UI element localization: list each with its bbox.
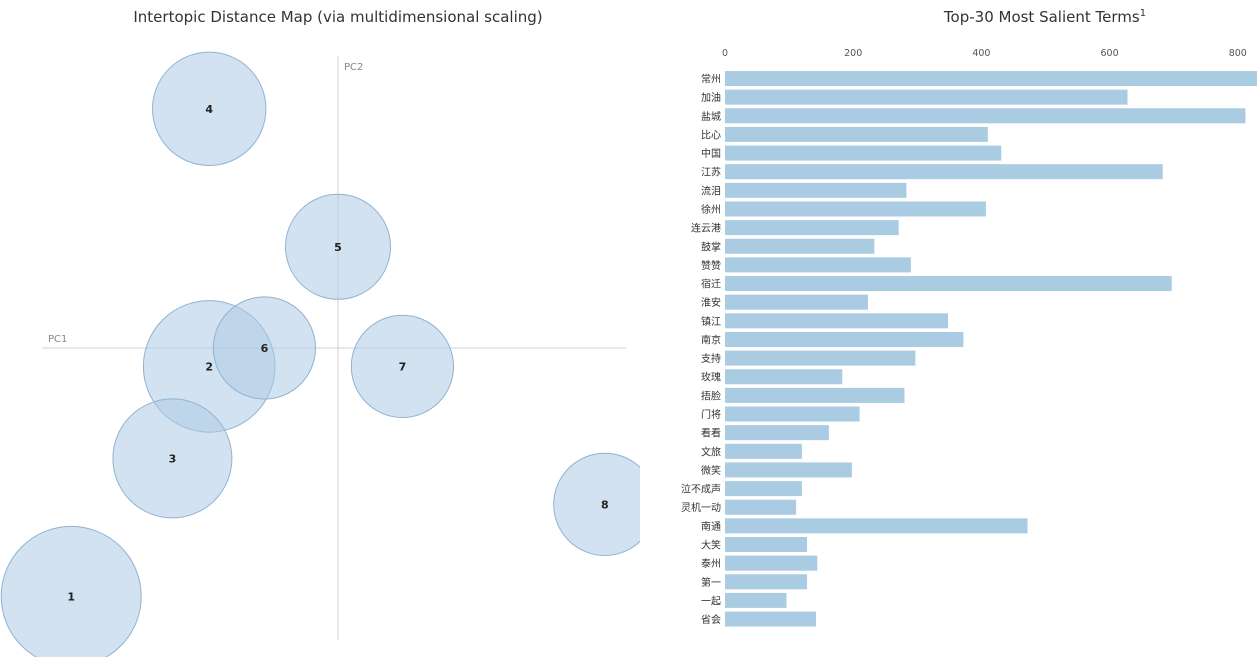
topic-bubble-8[interactable] (553, 452, 640, 556)
term-bar[interactable] (725, 406, 860, 422)
term-label: 微笑 (701, 464, 721, 477)
term-bars (725, 71, 1257, 627)
term-labels: 常州加油盐城比心中国江苏流泪徐州连云港鼓掌赞赞宿迁淮安镇江南京支持玫瑰捂脸门将看… (681, 73, 721, 627)
term-label: 镇江 (701, 315, 721, 328)
term-label: 支持 (701, 352, 721, 365)
topic-bubble-4[interactable] (152, 51, 267, 167)
term-label: 宿迁 (701, 278, 721, 291)
term-bar[interactable] (725, 145, 1002, 161)
topic-bubble-label: 6 (261, 342, 269, 355)
term-label: 看看 (701, 427, 721, 440)
term-label: 中国 (701, 147, 721, 160)
topic-bubble-7[interactable] (350, 314, 454, 418)
term-label: 泰州 (701, 557, 721, 570)
term-bar[interactable] (725, 481, 802, 497)
term-bar[interactable] (725, 611, 817, 627)
term-label: 赞赞 (701, 259, 721, 272)
term-label: 泣不成声 (681, 483, 721, 496)
term-label: 一起 (701, 595, 721, 607)
topic-bubbles: 1 2 3 4 5 6 7 8 (0, 51, 640, 657)
topic-bubble-label: 1 (67, 590, 75, 603)
term-bar[interactable] (725, 387, 905, 403)
term-label: 南京 (701, 333, 721, 346)
term-label: 省会 (701, 613, 721, 626)
term-bar[interactable] (725, 462, 852, 478)
term-bar[interactable] (725, 201, 986, 217)
term-label: 淮安 (701, 296, 721, 309)
x-tick-label: 600 (1101, 48, 1119, 59)
term-bar[interactable] (725, 220, 899, 236)
topic-bubble-6[interactable] (212, 296, 316, 400)
term-label: 鼓掌 (701, 240, 721, 253)
term-label: 比心 (701, 129, 721, 141)
term-label: 连云港 (691, 222, 721, 235)
x-axis-ticks: 0 200 400 600 800 (722, 48, 1247, 59)
term-bar[interactable] (725, 276, 1172, 292)
x-tick-label: 400 (972, 48, 990, 59)
term-bar[interactable] (725, 574, 808, 590)
topic-bubble-label: 5 (334, 241, 342, 254)
term-label: 流泪 (701, 184, 721, 197)
topic-bubble-5[interactable] (285, 193, 391, 300)
term-label: 徐州 (701, 203, 721, 216)
term-label: 文旅 (701, 445, 721, 458)
term-bar[interactable] (725, 182, 907, 198)
topic-bubble-label: 8 (601, 498, 609, 511)
topic-bubble-3[interactable] (112, 398, 233, 519)
term-label: 加油 (701, 91, 721, 104)
topic-bubble-label: 2 (205, 360, 213, 373)
term-bar[interactable] (725, 71, 1257, 86)
term-bar[interactable] (725, 108, 1246, 124)
term-bar[interactable] (725, 555, 818, 571)
x-tick-label: 800 (1229, 48, 1247, 59)
term-label: 常州 (701, 73, 721, 86)
term-bar[interactable] (725, 89, 1128, 105)
term-bar[interactable] (725, 518, 1028, 534)
term-bar[interactable] (725, 350, 916, 366)
salient-terms-title: Top-30 Most Salient Terms1 (880, 8, 1210, 26)
term-label: 门将 (701, 408, 721, 421)
x-tick-label: 200 (844, 48, 862, 59)
x-tick-label: 0 (722, 48, 728, 59)
term-bar[interactable] (725, 369, 843, 385)
intertopic-map-title: Intertopic Distance Map (via multidimens… (133, 8, 543, 26)
term-bar[interactable] (725, 313, 949, 329)
intertopic-map-plot: PC1 PC2 1 2 3 4 5 6 7 8 (0, 51, 640, 657)
topic-bubble-1[interactable] (0, 525, 142, 657)
pc2-axis-label: PC2 (344, 62, 363, 73)
salient-terms-plot: 0 200 400 600 800 常州加油盐城比心中国江苏流泪徐州连云港鼓掌赞赞宿迁淮… (681, 48, 1257, 627)
term-bar[interactable] (725, 294, 868, 310)
term-label: 大笑 (701, 539, 721, 552)
topic-bubble-label: 3 (169, 452, 177, 465)
topic-bubble-label: 4 (205, 103, 213, 116)
term-label: 玫瑰 (701, 371, 721, 384)
term-label: 捂脸 (701, 389, 721, 402)
topic-bubble-label: 7 (399, 360, 407, 373)
salient-terms-chart: Top-30 Most Salient Terms1 0 200 400 600 800… (640, 0, 1258, 657)
term-label: 南通 (701, 520, 721, 533)
term-bar[interactable] (725, 537, 808, 552)
term-bar[interactable] (725, 499, 797, 515)
term-bar[interactable] (725, 331, 964, 347)
salient-terms-title-text: Top-30 Most Salient Terms (943, 8, 1140, 26)
term-bar[interactable] (725, 126, 988, 142)
term-label: 江苏 (701, 166, 721, 179)
pc1-axis-label: PC1 (48, 334, 67, 345)
term-label: 第一 (701, 576, 721, 589)
term-label: 盐城 (701, 110, 721, 123)
term-label: 灵机一动 (681, 501, 721, 514)
salient-terms-title-superscript: 1 (1139, 8, 1147, 19)
term-bar[interactable] (725, 164, 1163, 180)
term-bar[interactable] (725, 257, 911, 273)
intertopic-distance-map: Intertopic Distance Map (via multidimens… (0, 8, 640, 657)
term-bar[interactable] (725, 238, 875, 254)
term-bar[interactable] (725, 592, 787, 608)
term-bar[interactable] (725, 425, 829, 441)
term-bar[interactable] (725, 443, 802, 459)
